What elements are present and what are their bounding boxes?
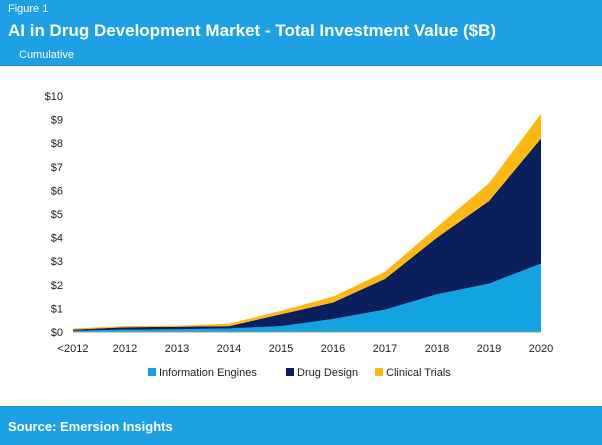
x-tick-label: 2013 [165,343,189,355]
chart-subtitle: Cumulative [19,49,75,61]
y-tick-label: $10 [45,91,63,103]
y-tick-label: $1 [51,303,63,315]
legend-label-drug-design: Drug Design [297,367,358,379]
x-tick-label: 2018 [425,343,449,355]
header-banner: Figure 1 AI in Drug Development Market -… [0,0,602,66]
area-drug-design [73,138,541,331]
legend-label-information-engines: Information Engines [159,367,257,379]
x-tick-label: 2017 [373,343,397,355]
legend-swatch-information-engines [148,368,156,376]
x-tick-label: 2020 [529,343,553,355]
figure-label: Figure 1 [8,3,49,15]
x-tick-label: 2019 [477,343,501,355]
source-note: Source: Emersion Insights [8,419,173,434]
y-tick-label: $8 [51,138,63,150]
y-tick-label: $5 [51,209,63,221]
x-tick-label: 2016 [321,343,345,355]
area-clinical-trials [73,113,541,330]
legend-label-clinical-trials: Clinical Trials [386,367,451,379]
x-tick-label: 2012 [113,343,137,355]
x-tick-label: 2015 [269,343,293,355]
y-tick-label: $3 [51,256,63,268]
y-tick-label: $9 [51,115,63,127]
x-tick-label: 2014 [217,343,241,355]
footer-banner: Source: Emersion Insights [0,406,602,445]
chart-title: AI in Drug Development Market - Total In… [8,21,497,40]
stacked-area-chart: $0 $1 $2 $3 $4 $5 $6 $7 $8 $9 $10 <2012 2012 2013 2014… [45,91,554,379]
y-tick-label: $2 [51,280,63,292]
y-tick-label: $0 [51,327,63,339]
area-information-engines [73,263,541,332]
x-tick-label: <2012 [58,343,89,355]
y-tick-label: $4 [51,233,63,245]
legend-swatch-clinical-trials [375,368,383,376]
y-tick-label: $6 [51,185,63,197]
y-tick-label: $7 [51,162,63,174]
legend-swatch-drug-design [286,368,294,376]
chart-area: $0 $1 $2 $3 $4 $5 $6 $7 $8 $9 $10 <2012 2012 2013 2014… [0,66,602,406]
